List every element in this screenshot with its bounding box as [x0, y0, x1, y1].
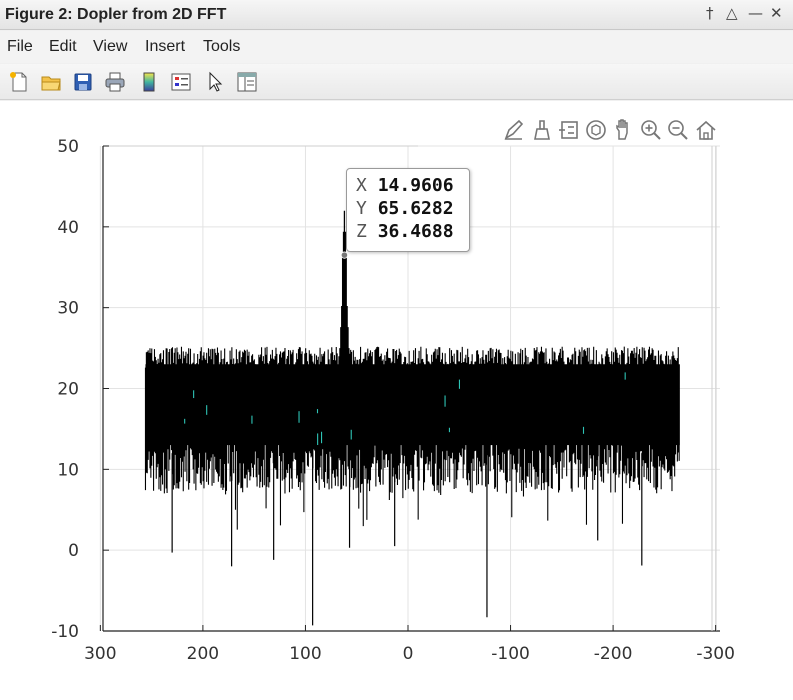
figure-toolbar [0, 64, 793, 100]
y-tick-label: 30 [57, 299, 79, 319]
x-tick-labels: 300 200 100 0 -100 -200 -300 [84, 644, 735, 664]
menu-bar: File Edit View Insert Tools [0, 31, 793, 63]
menu-view[interactable]: View [93, 38, 128, 55]
datatip-z-value: 36.4688 [377, 221, 454, 242]
colorbar-icon[interactable] [138, 71, 160, 93]
x-tick-label: -300 [696, 644, 735, 664]
pointer-icon[interactable] [204, 71, 226, 93]
open-folder-icon[interactable] [40, 71, 62, 93]
window-title: Figure 2: Dopler from 2D FFT [5, 6, 227, 23]
datatip-x-label: X [356, 175, 367, 196]
datatip[interactable]: X 14.9606 Y 65.6282 Z 36.4688 [346, 168, 470, 252]
home-icon[interactable] [694, 118, 718, 142]
datatip-z-label: Z [356, 221, 367, 242]
menu-edit[interactable]: Edit [49, 38, 77, 55]
tick-marks [99, 145, 717, 632]
datatip-x-value: 14.9606 [377, 175, 454, 196]
new-figure-icon[interactable] [8, 71, 30, 93]
edit-plot-icon[interactable] [502, 118, 526, 142]
series-black [144, 210, 680, 626]
save-icon[interactable] [72, 71, 94, 93]
menu-tools[interactable]: Tools [203, 38, 241, 55]
menu-file[interactable]: File [7, 38, 33, 55]
noise-band-core [145, 364, 680, 446]
window-titlebar: Figure 2: Dopler from 2D FFT † △ — ✕ [0, 0, 793, 30]
y-tick-label: 20 [57, 380, 79, 400]
peak-spike [338, 210, 351, 389]
rotate-3d-icon[interactable] [584, 118, 608, 142]
x-tick-label: -200 [594, 644, 633, 664]
x-tick-label: 200 [187, 644, 219, 664]
pan-hand-icon[interactable] [612, 118, 636, 142]
y-tick-labels: 50 40 30 20 10 0 -10 [51, 137, 79, 642]
y-tick-label: 10 [57, 460, 79, 480]
print-icon[interactable] [104, 71, 126, 93]
x-tick-label: -100 [491, 644, 530, 664]
brush-icon[interactable] [530, 118, 554, 142]
close-icon[interactable]: ✕ [770, 4, 783, 22]
zoom-out-icon[interactable] [666, 118, 690, 142]
y-tick-label: 50 [57, 137, 79, 157]
x-tick-label: 100 [289, 644, 321, 664]
menu-insert[interactable]: Insert [145, 38, 186, 55]
datatip-y-value: 65.6282 [377, 198, 454, 219]
zoom-in-icon[interactable] [639, 118, 663, 142]
x-tick-label: 0 [403, 644, 414, 664]
series-accent [184, 372, 626, 445]
pin-icon[interactable]: † [706, 4, 714, 22]
y-tick-label: -10 [51, 622, 79, 642]
data-tip-list-icon[interactable] [557, 118, 581, 142]
legend-icon[interactable] [170, 71, 192, 93]
maximize-icon[interactable]: △ [726, 4, 738, 22]
datatip-marker [340, 251, 349, 259]
property-editor-icon[interactable] [236, 71, 258, 93]
minimize-icon[interactable]: — [748, 4, 763, 22]
y-tick-label: 0 [68, 541, 79, 561]
y-tick-label: 40 [57, 218, 79, 238]
datatip-y-label: Y [356, 198, 367, 219]
x-tick-label: 300 [84, 644, 116, 664]
